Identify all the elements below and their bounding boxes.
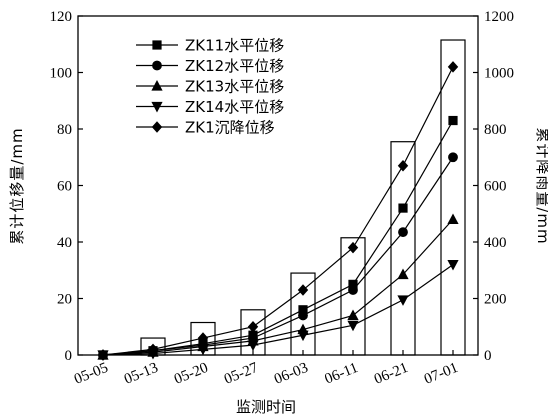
series-point	[447, 213, 459, 224]
x-tick-label: 05-20	[172, 360, 210, 388]
series-point	[448, 152, 458, 163]
series-point	[147, 343, 159, 356]
series-point	[97, 349, 109, 361]
series-line	[102, 264, 454, 356]
legend-marker	[151, 80, 163, 91]
x-tick-label: 06-03	[272, 360, 310, 388]
x-tick-label: 07-01	[422, 360, 460, 388]
series-point	[297, 330, 309, 342]
legend-label: ZK14水平位移	[185, 98, 284, 116]
y-axis-title-left: 累计位移量/mm	[8, 127, 26, 244]
legend-label: ZK1沉降位移	[185, 119, 275, 137]
series-point	[247, 340, 259, 352]
rainfall-bars	[140, 39, 466, 356]
series-line	[102, 156, 454, 356]
x-tick-label: 06-21	[372, 360, 410, 388]
series-point	[297, 284, 309, 296]
y-right-tick-label: 800	[484, 122, 507, 138]
y-left-tick-label: 120	[50, 9, 73, 25]
legend-label: ZK11水平位移	[185, 37, 284, 55]
legend-marker	[152, 40, 162, 50]
y-axis-title-right: 累计降雨量/mm	[534, 127, 548, 244]
series-point	[347, 309, 359, 321]
legend-marker	[152, 60, 162, 71]
y-right-tick-label: 600	[484, 179, 507, 195]
legend-marker	[151, 101, 163, 113]
y-left-tick-label: 80	[57, 122, 72, 138]
y-left-tick-label: 100	[50, 66, 73, 82]
series-point	[398, 203, 408, 213]
series-point	[397, 268, 409, 280]
x-tick-label: 06-11	[323, 360, 361, 388]
series-point	[197, 332, 209, 344]
series-point	[298, 310, 308, 321]
data-markers	[97, 61, 459, 361]
legend-label: ZK12水平位移	[185, 57, 284, 75]
series-point	[398, 227, 408, 238]
displacement-lines	[102, 66, 454, 356]
y-right-tick-label: 200	[484, 292, 507, 308]
series-point	[197, 344, 209, 356]
series-point	[448, 115, 458, 126]
legend: ZK11水平位移 ZK12水平位移 ZK13水平位移 ZK14水平位移 ZK1沉降位移	[136, 37, 284, 137]
series-line	[102, 66, 454, 356]
y-left-tick-label: 20	[57, 292, 72, 308]
x-tick-label: 05-05	[72, 360, 110, 388]
series-point	[347, 320, 359, 332]
series-point	[397, 159, 409, 172]
y-right-tick-label: 400	[484, 235, 507, 251]
series-point	[347, 241, 359, 254]
series-point	[447, 259, 459, 271]
y-left-tick-label: 0	[65, 348, 73, 364]
y-left-tick-label: 60	[57, 179, 72, 195]
rainfall-bar	[390, 141, 416, 356]
x-tick-label: 05-13	[122, 360, 160, 388]
y-right-tick-label: 0	[484, 348, 492, 364]
y-right-tick-label: 1000	[484, 66, 514, 82]
x-axis-title: 监测时间	[236, 398, 296, 416]
legend-label: ZK13水平位移	[185, 78, 284, 96]
series-line	[102, 218, 454, 356]
series-point	[447, 61, 459, 73]
series-point	[247, 321, 259, 333]
series-point	[397, 295, 409, 306]
rainfall-bar	[440, 39, 466, 356]
series-point	[348, 285, 358, 295]
y-right-tick-label: 1200	[484, 9, 514, 25]
legend-marker	[151, 121, 163, 133]
x-tick-label: 05-27	[222, 360, 261, 388]
y-left-tick-label: 40	[57, 235, 72, 251]
